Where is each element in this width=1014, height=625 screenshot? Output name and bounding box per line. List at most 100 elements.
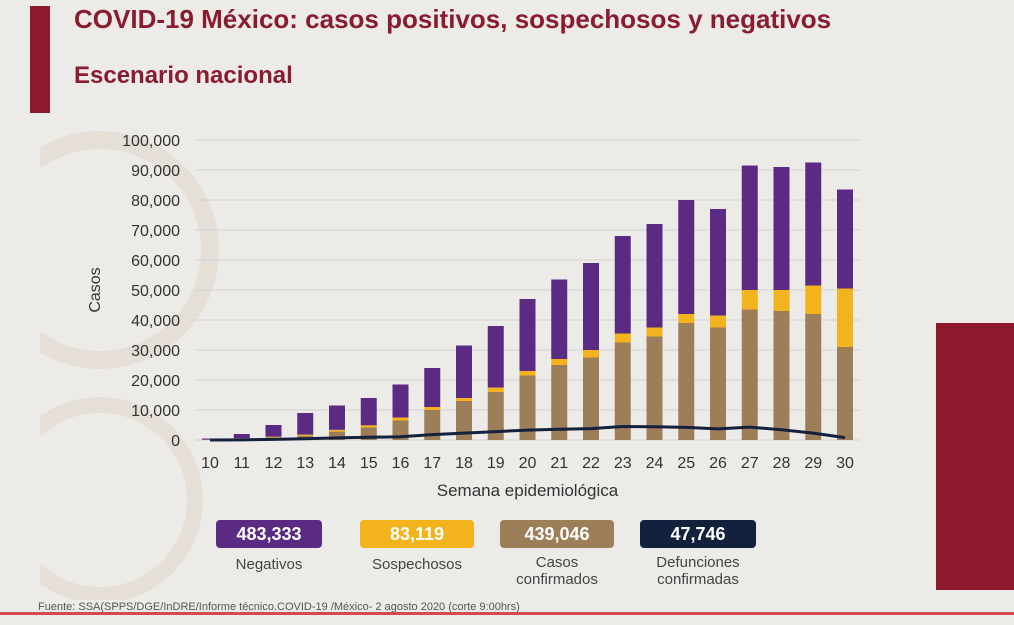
bar-sospechosos: [392, 417, 409, 421]
bar-confirmados: [741, 309, 758, 440]
bar-confirmados: [551, 365, 568, 440]
bar-negativos: [805, 162, 822, 286]
bar-negativos: [614, 236, 631, 334]
legend-negativos-value: 483,333: [216, 520, 322, 548]
y-tick-label: 70,000: [131, 223, 180, 240]
bar-confirmados: [678, 323, 695, 440]
y-tick-label: 30,000: [131, 343, 180, 360]
bar-sospechosos: [329, 429, 345, 432]
x-tick-label: 17: [423, 455, 441, 472]
legend-defunciones-value: 47,746: [640, 520, 756, 548]
y-tick-label: 90,000: [131, 163, 180, 180]
x-tick-label: 29: [804, 455, 822, 472]
y-tick-label: 80,000: [131, 193, 180, 210]
legend-confirmados-value: 439,046: [500, 520, 614, 548]
legend-sospechosos-label: Sospechosos: [371, 556, 463, 573]
bar-confirmados: [710, 327, 726, 440]
x-axis-title: Semana epidemiológica: [437, 481, 619, 500]
bar-negativos: [456, 345, 472, 398]
bar-negativos: [360, 398, 377, 426]
bottom-divider: [0, 612, 1014, 615]
bar-negativos: [329, 405, 345, 430]
bar-sospechosos: [741, 290, 758, 310]
bar-sospechosos: [487, 387, 504, 392]
x-tick-label: 30: [836, 455, 854, 472]
bar-confirmados: [646, 336, 663, 440]
line-defunciones: [209, 425, 846, 442]
bar-confirmados: [456, 401, 472, 440]
bar-negativos: [646, 224, 663, 328]
bar-confirmados: [583, 357, 599, 440]
bar-negativos: [519, 299, 536, 371]
bar-sospechosos: [360, 425, 377, 428]
bar-sospechosos: [646, 327, 663, 337]
x-tick-label: 16: [392, 455, 410, 472]
bar-negativos: [392, 384, 409, 418]
y-tick-label: 10,000: [131, 403, 180, 420]
x-tick-label: 27: [741, 455, 759, 472]
x-tick-label: 25: [677, 455, 695, 472]
x-tick-label: 28: [773, 455, 791, 472]
legend-sospechosos-value: 83,119: [360, 520, 474, 548]
bar-confirmados: [805, 314, 822, 440]
bar-sospechosos: [614, 333, 631, 343]
y-tick-label: 100,000: [122, 133, 180, 150]
x-tick-label: 21: [550, 455, 568, 472]
x-tick-label: 18: [455, 455, 473, 472]
x-tick-label: 20: [519, 455, 537, 472]
x-tick-label: 26: [709, 455, 727, 472]
legend-confirmados-label: Casos confirmados: [516, 554, 598, 588]
bar-sospechosos: [583, 350, 599, 358]
brand-bar-left: [30, 6, 50, 113]
bar-negativos: [583, 263, 599, 350]
legend-negativos-label: Negativos: [235, 556, 303, 573]
bar-sospechosos: [678, 314, 695, 323]
bar-sospechosos: [297, 434, 314, 436]
x-tick-label: 13: [296, 455, 314, 472]
bar-negativos: [487, 326, 504, 388]
x-tick-label: 14: [328, 455, 346, 472]
x-tick-label: 24: [646, 455, 664, 472]
bar-sospechosos: [710, 315, 726, 328]
bar-negativos: [678, 200, 695, 314]
x-tick-label: 11: [233, 455, 250, 472]
bar-confirmados: [614, 342, 631, 440]
bar-confirmados: [487, 392, 504, 440]
y-tick-label: 50,000: [131, 283, 180, 300]
y-tick-label: 40,000: [131, 313, 180, 330]
bar-negativos: [773, 167, 790, 290]
bar-negativos: [424, 368, 441, 407]
bar-negativos: [297, 413, 314, 435]
bar-confirmados: [837, 347, 853, 440]
y-tick-label: 20,000: [131, 373, 180, 390]
bar-sospechosos: [805, 285, 822, 314]
bar-negativos: [551, 279, 568, 359]
watermark-seal-icon: [40, 131, 219, 600]
bar-negativos: [710, 209, 726, 316]
bar-negativos: [837, 189, 853, 289]
x-tick-label: 12: [265, 455, 283, 472]
x-tick-label: 23: [614, 455, 632, 472]
bar-sospechosos: [265, 436, 282, 438]
bar-sospechosos: [456, 398, 472, 401]
brand-block-right: [936, 323, 1014, 590]
bar-negativos: [741, 165, 758, 290]
x-tick-label: 15: [360, 455, 378, 472]
bar-confirmados: [424, 410, 441, 440]
y-axis-title: Casos: [87, 267, 104, 312]
bar-confirmados: [329, 431, 345, 440]
bar-confirmados: [519, 375, 536, 440]
bar-sospechosos: [551, 359, 568, 365]
source-footnote: Fuente: SSA(SPPS/DGE/InDRE/Informe técni…: [38, 601, 520, 613]
bar-negativos: [233, 434, 250, 439]
y-tick-label: 60,000: [131, 253, 180, 270]
stacked-bar-chart: 0 10,000 20,000 30,000 40,000 50,000 60,000 70,…: [87, 133, 860, 500]
bar-sospechosos: [424, 407, 441, 410]
x-tick-label: 10: [201, 455, 219, 472]
x-tick-label: 22: [582, 455, 600, 472]
page-title: COVID-19 México: casos positivos, sospec…: [74, 4, 832, 34]
legend-defunciones-label: Defunciones confirmadas: [656, 554, 740, 588]
bar-sospechosos: [773, 290, 790, 311]
x-tick-label: 19: [487, 455, 505, 472]
y-tick-label: 0: [171, 433, 180, 450]
